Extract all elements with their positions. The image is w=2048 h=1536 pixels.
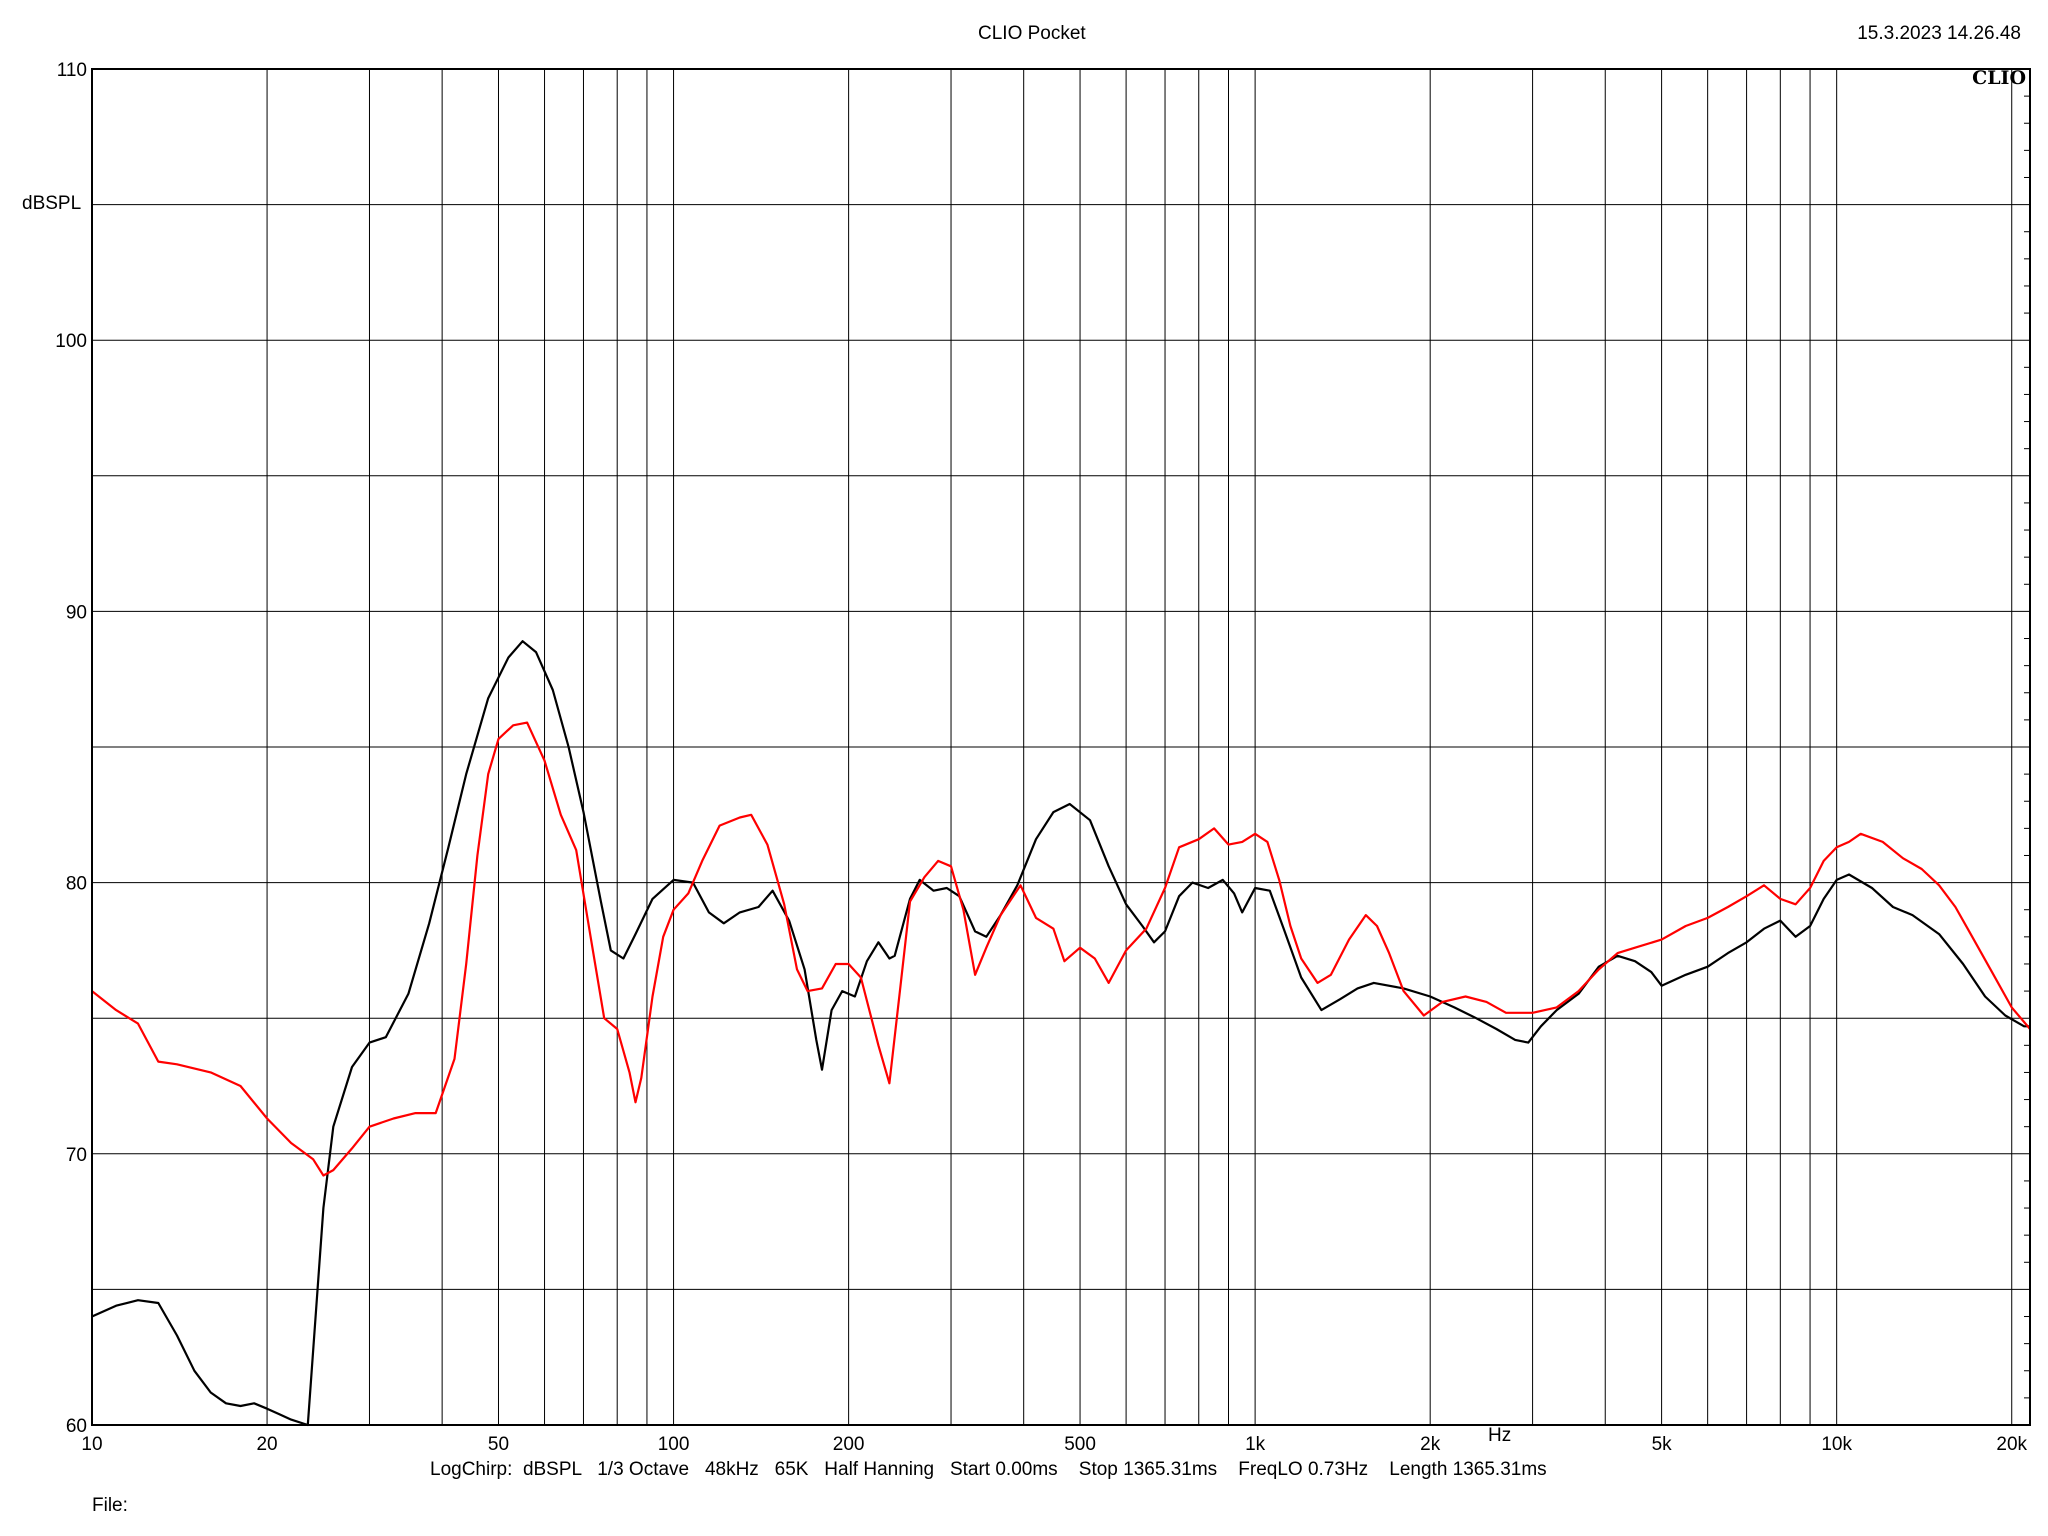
x-tick-label: 1k: [1245, 1434, 1266, 1455]
y-tick-label: 90: [66, 602, 87, 623]
y-tick-label: 110: [57, 60, 87, 81]
timestamp: 15.3.2023 14.26.48: [1857, 23, 2021, 44]
y-tick-label: 100: [55, 331, 87, 352]
x-tick-label: 2k: [1420, 1434, 1441, 1455]
x-tick-label: 50: [488, 1434, 509, 1455]
x-tick-label: 5k: [1652, 1434, 1673, 1455]
x-tick-label: 10: [81, 1434, 102, 1455]
x-axis-unit-label: Hz: [1488, 1425, 1512, 1446]
y-tick-label: 80: [66, 874, 87, 895]
y-tick-label: 60: [66, 1416, 87, 1437]
series-layer: [91, 640, 2031, 1427]
y-tick-label: 70: [66, 1145, 87, 1166]
x-tick-label: 20: [256, 1434, 277, 1455]
tick-label-layer: 60 70 80 90 100 110 10 20 50 100 200 500 1k 2k 5k 10k 20…: [55, 60, 2027, 1455]
x-tick-label: 500: [1064, 1434, 1096, 1455]
x-tick-label: 20k: [1996, 1434, 2027, 1455]
grid-layer: [92, 69, 2030, 1425]
plot-frame: [91, 68, 2031, 1426]
y-axis-unit-label: dBSPL: [22, 193, 82, 214]
app-title: CLIO Pocket: [978, 23, 1086, 44]
x-tick-label: 200: [833, 1434, 865, 1455]
clio-logo: CLIO: [1972, 67, 2026, 89]
x-tick-label: 100: [658, 1434, 690, 1455]
measurement-settings-line: LogChirp: dBSPL 1/3 Octave 48kHz 65K Hal…: [430, 1459, 1547, 1480]
file-label: File:: [92, 1495, 128, 1516]
series-line-2: [91, 721, 2031, 1177]
x-tick-label: 10k: [1821, 1434, 1852, 1455]
series-line-1: [91, 640, 2030, 1427]
